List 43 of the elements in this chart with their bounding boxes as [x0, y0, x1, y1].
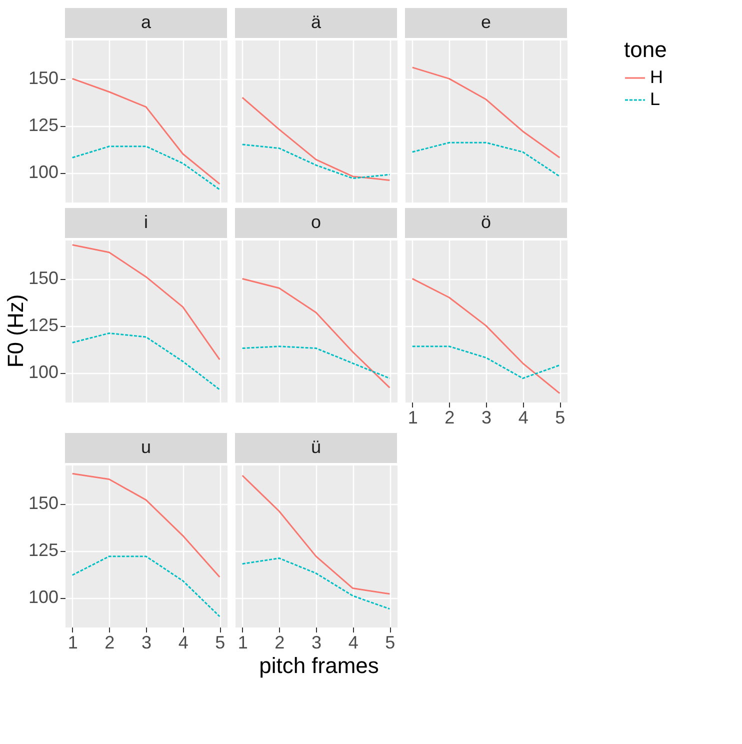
- x-tick-label: 4: [348, 632, 358, 652]
- y-axis-title: F0 (Hz): [3, 294, 28, 368]
- x-tick-label: 2: [274, 632, 285, 652]
- x-tick-label: 3: [311, 632, 322, 652]
- line-series: [72, 332, 220, 390]
- x-tick-label: 1: [68, 632, 78, 652]
- y-tick-label: 125: [28, 115, 58, 136]
- legend-label: H: [650, 67, 663, 87]
- chart-title: o: [310, 212, 322, 232]
- line-series: [72, 556, 220, 618]
- x-axis-title: pitch frames: [259, 653, 379, 678]
- x-tick-label: 5: [555, 408, 566, 428]
- y-tick-label: 100: [28, 362, 58, 382]
- legend-title: tone: [624, 37, 667, 62]
- line-series: [72, 146, 220, 190]
- y-tick-label: 150: [28, 68, 58, 88]
- x-tick-label: 4: [518, 408, 528, 428]
- x-tick-label: 1: [408, 408, 418, 428]
- chart-title: u: [140, 437, 152, 457]
- x-tick-label: 1: [238, 632, 248, 652]
- chart-title: a: [140, 12, 152, 32]
- chart-title: ö: [480, 212, 492, 232]
- y-tick-label: 125: [28, 315, 58, 336]
- x-tick-label: 2: [104, 632, 115, 652]
- chart-title: e: [480, 12, 492, 32]
- chart-title: ü: [310, 437, 322, 457]
- line-series: [72, 472, 220, 578]
- y-tick-label: 150: [28, 493, 58, 514]
- y-tick-label: 100: [28, 587, 58, 608]
- y-tick-label: 100: [28, 162, 58, 182]
- chart-title: ä: [310, 12, 322, 32]
- line-series: [72, 78, 220, 185]
- chart-title: i: [144, 212, 148, 232]
- y-tick-label: 150: [28, 268, 58, 288]
- x-tick-label: 5: [215, 632, 226, 652]
- legend-label: L: [650, 89, 660, 109]
- x-tick-label: 3: [141, 632, 152, 652]
- y-tick-label: 125: [28, 540, 58, 560]
- x-tick-label: 4: [178, 632, 188, 652]
- x-tick-label: 2: [444, 408, 455, 428]
- line-series: [72, 244, 220, 360]
- x-tick-label: 3: [481, 408, 492, 428]
- x-tick-label: 5: [385, 632, 396, 652]
